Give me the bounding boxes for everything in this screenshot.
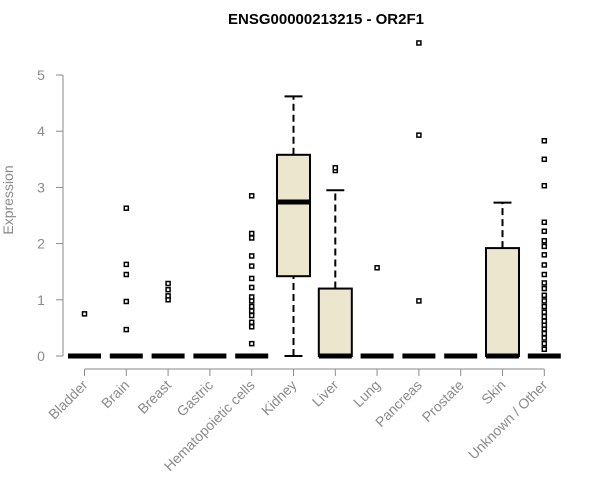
outlier-point bbox=[541, 285, 548, 292]
outlier-point bbox=[248, 324, 255, 330]
outlier-point bbox=[123, 326, 130, 333]
outlier-point bbox=[248, 193, 255, 199]
box-body bbox=[317, 287, 353, 357]
box-pancreas bbox=[402, 40, 436, 359]
outlier-point bbox=[541, 335, 548, 341]
box-body bbox=[485, 247, 520, 357]
box-liver bbox=[317, 164, 353, 359]
outlier-point bbox=[81, 311, 88, 317]
outlier-point bbox=[541, 138, 548, 144]
x-tick-label: Liver bbox=[309, 377, 342, 410]
outlier-point bbox=[541, 298, 548, 304]
outlier-point bbox=[248, 303, 255, 310]
outlier-point bbox=[123, 205, 130, 211]
box-hematopoietic-cells bbox=[235, 193, 269, 359]
y-tick-label: 2 bbox=[37, 236, 45, 252]
outlier-point bbox=[248, 308, 255, 314]
y-axis-label: Expression bbox=[0, 165, 16, 234]
x-tick-label: Bladder bbox=[45, 377, 91, 423]
outlier-point bbox=[416, 40, 422, 46]
chart-title: ENSG00000213215 - OR2F1 bbox=[228, 11, 424, 28]
outlier-point bbox=[416, 132, 422, 138]
outlier-point bbox=[541, 280, 548, 286]
outlier-point bbox=[541, 346, 548, 353]
outlier-point bbox=[416, 298, 422, 304]
outlier-point bbox=[123, 298, 130, 305]
x-tick-label: Kidney bbox=[258, 377, 300, 419]
box-unknown-other bbox=[527, 138, 561, 359]
outlier-point bbox=[248, 284, 255, 291]
outlier-point bbox=[541, 292, 548, 299]
x-tick-label: Lung bbox=[350, 377, 383, 410]
box-brain bbox=[109, 205, 143, 359]
outlier-point bbox=[248, 340, 255, 347]
outlier-point bbox=[248, 230, 255, 237]
outlier-point bbox=[541, 219, 548, 225]
outlier-point bbox=[541, 340, 548, 347]
y-tick-label: 3 bbox=[37, 179, 45, 195]
outlier-point bbox=[541, 228, 548, 234]
box-lung bbox=[360, 265, 394, 359]
outlier-point bbox=[541, 330, 548, 337]
outlier-point bbox=[123, 261, 130, 268]
outlier-point bbox=[248, 263, 255, 269]
y-tick-label: 4 bbox=[37, 123, 45, 139]
box-skin bbox=[485, 201, 520, 359]
outlier-point bbox=[165, 293, 171, 299]
outlier-point bbox=[374, 265, 380, 271]
outlier-point bbox=[541, 303, 548, 310]
outlier-point bbox=[541, 252, 548, 258]
x-tick-label: Unknown / Other bbox=[465, 377, 551, 463]
y-tick-label: 1 bbox=[37, 292, 45, 308]
outlier-point bbox=[541, 262, 548, 268]
outlier-point bbox=[248, 253, 255, 259]
box-kidney bbox=[276, 95, 311, 357]
x-tick-label: Breast bbox=[134, 377, 174, 417]
x-tick-label: Skin bbox=[478, 377, 509, 408]
box-body bbox=[276, 153, 311, 278]
outlier-point bbox=[123, 271, 130, 278]
outlier-point bbox=[541, 313, 548, 320]
outlier-point bbox=[541, 271, 548, 278]
y-tick-label: 5 bbox=[37, 67, 45, 83]
outlier-point bbox=[541, 309, 548, 315]
outlier-point bbox=[541, 318, 548, 324]
x-tick-label: Prostate bbox=[419, 377, 467, 425]
outlier-point bbox=[541, 182, 548, 189]
outlier-point bbox=[541, 156, 548, 163]
x-tick-label: Brain bbox=[98, 377, 132, 411]
box-bladder bbox=[68, 311, 101, 359]
outlier-point bbox=[248, 319, 255, 326]
outlier-point bbox=[541, 243, 548, 250]
outlier-point bbox=[165, 280, 171, 287]
outlier-point bbox=[165, 286, 171, 293]
y-tick-label: 0 bbox=[37, 348, 45, 364]
y-axis: 0 1 2 3 4 5 bbox=[37, 67, 64, 364]
outlier-point bbox=[332, 164, 339, 171]
outlier-point bbox=[248, 312, 255, 319]
outlier-point bbox=[248, 275, 255, 282]
box-breast bbox=[151, 280, 185, 359]
outlier-point bbox=[541, 238, 548, 244]
plot-area bbox=[68, 40, 561, 359]
outlier-point bbox=[248, 235, 255, 241]
outlier-point bbox=[248, 294, 255, 300]
